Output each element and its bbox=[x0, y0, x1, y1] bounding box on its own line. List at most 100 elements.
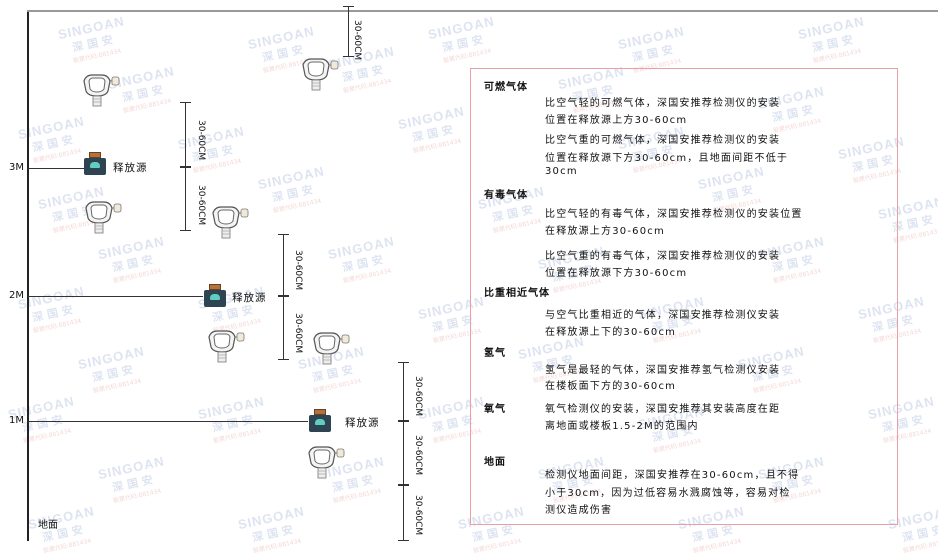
section-title-ground: 地面 bbox=[484, 457, 506, 468]
watermark-text: SINGOAN bbox=[196, 393, 266, 423]
watermark-text: 股票代码:881434 bbox=[252, 537, 302, 555]
dimension-label: 30-60CM bbox=[413, 435, 423, 476]
release-source-label: 释放源 bbox=[113, 162, 148, 174]
watermark-text: 股票代码:881434 bbox=[212, 427, 262, 445]
section-title-oxygen: 氧气 bbox=[484, 404, 506, 415]
info-text: 与空气比重相近的气体，深国安推荐检测仪安装 bbox=[545, 310, 781, 321]
release-source-icon bbox=[204, 284, 226, 308]
watermark-text: 股票代码:881434 bbox=[692, 537, 742, 555]
watermark-text: 股票代码:881434 bbox=[192, 157, 242, 175]
dimension-label: 30-60CM bbox=[413, 376, 423, 417]
watermark-text: SINGOAN bbox=[256, 163, 326, 193]
watermark-text: 深国安 bbox=[71, 32, 118, 55]
watermark-text: 股票代码:881434 bbox=[342, 267, 392, 285]
watermark-text: 股票代码:881434 bbox=[412, 137, 462, 155]
dimension-label: 30-60CM bbox=[293, 250, 303, 291]
info-text: 位置在释放源下方30-60cm bbox=[545, 268, 688, 279]
info-text: 检测仪地面间距，深国安推荐在30-60cm，且不得 bbox=[545, 470, 800, 481]
watermark-text: 深国安 bbox=[91, 362, 138, 385]
watermark-text: 深国安 bbox=[341, 252, 388, 275]
watermark-text: 股票代码:881434 bbox=[332, 487, 382, 505]
gas-detector-icon bbox=[85, 201, 122, 234]
watermark-text: 深国安 bbox=[411, 122, 458, 145]
watermark-text: 深国安 bbox=[31, 132, 78, 155]
info-text: 位置在释放源下方30-60cm，且地面间距不低于 bbox=[545, 153, 789, 164]
level-1m-line bbox=[28, 421, 308, 422]
watermark-text: SINGOAN bbox=[326, 233, 396, 263]
watermark-text: SINGOAN bbox=[26, 503, 96, 533]
watermark-text: 股票代码:881434 bbox=[32, 147, 82, 165]
dimension-label: 30-60CM bbox=[196, 185, 206, 226]
watermark-text: 股票代码:881434 bbox=[272, 197, 322, 215]
gas-detector-icon bbox=[302, 58, 339, 91]
watermark-text: SINGOAN bbox=[176, 123, 246, 153]
info-text: 氧气检测仪的安装，深国安推荐其安装高度在距 bbox=[545, 404, 781, 415]
watermark-text: 深国安 bbox=[271, 182, 318, 205]
gas-detector-icon bbox=[308, 446, 345, 479]
level-2m-line bbox=[28, 296, 203, 297]
section-title-combustible: 可燃气体 bbox=[484, 82, 528, 93]
release-source-label: 释放源 bbox=[232, 292, 267, 304]
info-text: 比空气重的可燃气体，深国安推荐检测仪的安装 bbox=[545, 135, 781, 146]
info-text: 位置在释放源上方30-60cm bbox=[545, 115, 688, 126]
watermark-text: 股票代码:881434 bbox=[92, 377, 142, 395]
watermark-text: 深国安 bbox=[121, 82, 168, 105]
watermark-text: 深国安 bbox=[631, 42, 678, 65]
watermark-text: SINGOAN bbox=[396, 103, 466, 133]
watermark-text: 股票代码:881434 bbox=[472, 537, 522, 555]
dimension-line bbox=[180, 167, 191, 231]
info-text: 比空气轻的有毒气体，深国安推荐检测仪的安装位置 bbox=[545, 209, 803, 220]
level-3m-label: 3M bbox=[9, 162, 24, 173]
watermark-text: 股票代码:881434 bbox=[32, 317, 82, 335]
watermark-text: 股票代码:881434 bbox=[442, 47, 492, 65]
info-text: 在释放源上下的30-60cm bbox=[545, 327, 677, 338]
watermark-text: SINGOAN bbox=[616, 23, 686, 53]
watermark-text: 深国安 bbox=[191, 142, 238, 165]
watermark-text: 深国安 bbox=[31, 302, 78, 325]
watermark-text: SINGOAN bbox=[96, 453, 166, 483]
dimension-line bbox=[278, 234, 289, 296]
dimension-line bbox=[398, 362, 409, 421]
dimension-line bbox=[180, 102, 191, 167]
info-text: 氢气是最轻的气体，深国安推荐氢气检测仪安装 bbox=[545, 365, 781, 376]
watermark-text: SINGOAN bbox=[96, 233, 166, 263]
section-title-toxic: 有毒气体 bbox=[484, 190, 528, 201]
info-text: 小于30cm，因为过低容易水溅腐蚀等，容易对检 bbox=[545, 488, 791, 499]
info-text: 在释放源上方30-60cm bbox=[545, 226, 665, 237]
release-source-icon bbox=[309, 409, 331, 433]
info-text: 比空气轻的可燃气体，深国安推荐检测仪的安装 bbox=[545, 98, 781, 109]
dimension-label: 30-60CM bbox=[413, 495, 423, 536]
gas-detector-icon bbox=[208, 330, 245, 363]
watermark-text: SINGOAN bbox=[236, 503, 306, 533]
dimension-label: 30-60CM bbox=[293, 313, 303, 354]
watermark-text: 深国安 bbox=[211, 412, 258, 435]
info-text: 30cm bbox=[545, 166, 578, 177]
watermark-text: 股票代码:881434 bbox=[812, 47, 862, 65]
release-source-icon bbox=[84, 152, 106, 176]
watermark-text: 股票代码:881434 bbox=[72, 47, 122, 65]
watermark-text: 股票代码:881434 bbox=[122, 97, 172, 115]
info-text: 在楼板面下方的30-60cm bbox=[545, 381, 677, 392]
ceiling-line bbox=[27, 10, 938, 12]
watermark-text: 股票代码:881434 bbox=[342, 77, 392, 95]
section-title-similar-density: 比重相近气体 bbox=[484, 288, 550, 299]
watermark-text: SINGOAN bbox=[426, 13, 496, 43]
watermark-text: SINGOAN bbox=[796, 13, 866, 43]
level-2m-label: 2M bbox=[9, 290, 24, 301]
watermark-text: SINGOAN bbox=[76, 343, 146, 373]
watermark-text: 深国安 bbox=[251, 522, 298, 545]
watermark-text: 深国安 bbox=[111, 252, 158, 275]
info-text: 比空气重的有毒气体，深国安推荐检测仪的安装 bbox=[545, 251, 781, 262]
dimension-line bbox=[343, 6, 354, 57]
info-box bbox=[470, 68, 898, 525]
dimension-label: 30-60CM bbox=[196, 120, 206, 161]
